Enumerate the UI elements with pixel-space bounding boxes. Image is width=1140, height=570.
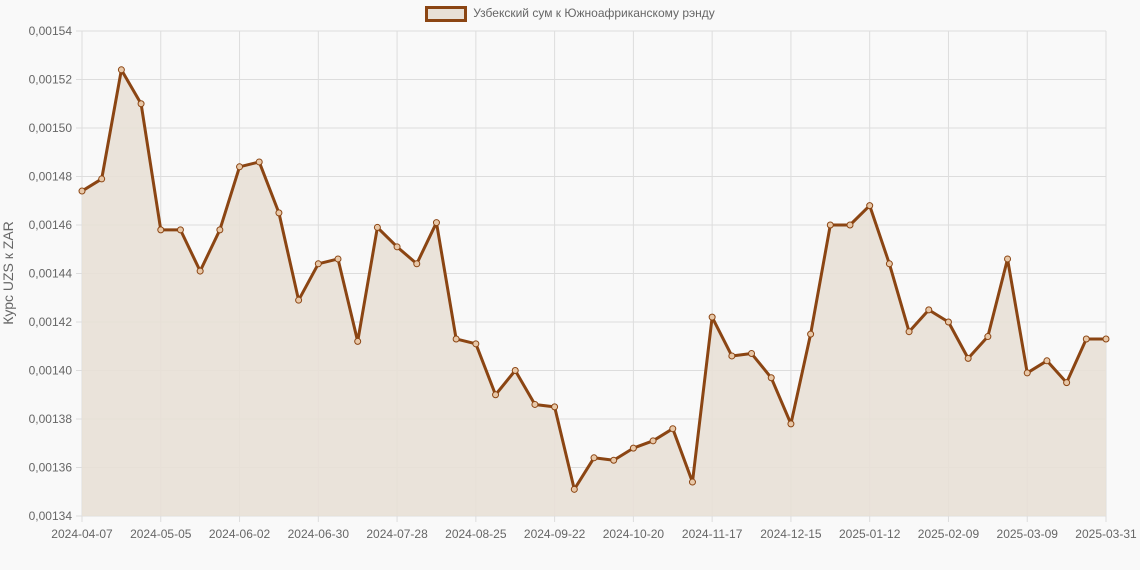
data-point [846, 221, 854, 229]
x-tick-label: 2025-02-09 [918, 527, 980, 541]
x-tick-label: 2024-12-15 [760, 527, 822, 541]
y-tick-label: 0,00144 [29, 267, 73, 281]
data-point [413, 260, 421, 268]
y-axis-label: Курс UZS к ZAR [0, 221, 16, 325]
data-point [610, 456, 618, 464]
data-point [885, 260, 893, 268]
legend-label: Узбекский сум к Южноафриканскому рэнду [473, 6, 715, 21]
data-point [78, 187, 86, 195]
y-tick-label: 0,00142 [29, 315, 73, 329]
data-point [393, 243, 401, 251]
x-tick-label: 2024-09-22 [524, 527, 586, 541]
y-tick-label: 0,00136 [29, 461, 73, 475]
x-tick-label: 2024-08-25 [445, 527, 507, 541]
data-point [492, 391, 500, 399]
x-tick-label: 2024-05-05 [130, 527, 192, 541]
data-point [314, 260, 322, 268]
data-point [551, 403, 559, 411]
data-point [807, 330, 815, 338]
x-tick-label: 2024-06-30 [288, 527, 350, 541]
data-point [570, 485, 578, 493]
data-point [984, 333, 992, 341]
data-point [295, 296, 303, 304]
data-point [117, 66, 125, 74]
data-point [787, 420, 795, 428]
y-tick-label: 0,00148 [29, 170, 73, 184]
x-tick-label: 2025-03-31 [1075, 527, 1137, 541]
data-point [216, 226, 224, 234]
x-tick-label: 2024-07-28 [366, 527, 428, 541]
data-point [373, 223, 381, 231]
data-point [275, 209, 283, 217]
data-point [767, 374, 775, 382]
data-point [748, 350, 756, 358]
data-point [688, 478, 696, 486]
x-tick-label: 2024-11-17 [682, 527, 743, 541]
y-tick-label: 0,00138 [29, 412, 73, 426]
data-point [472, 340, 480, 348]
data-point [354, 337, 362, 345]
y-tick-label: 0,00152 [29, 73, 73, 87]
data-point [137, 100, 145, 108]
data-point [629, 444, 637, 452]
data-point [1004, 255, 1012, 263]
x-tick-label: 2025-03-09 [997, 527, 1059, 541]
data-point [157, 226, 165, 234]
x-tick-label: 2024-06-02 [209, 527, 271, 541]
data-point [728, 352, 736, 360]
data-point [964, 354, 972, 362]
data-point [1043, 357, 1051, 365]
data-point [196, 267, 204, 275]
x-tick-label: 2024-04-07 [51, 527, 113, 541]
data-point [944, 318, 952, 326]
data-point [649, 437, 657, 445]
data-point [432, 219, 440, 227]
data-point [531, 400, 539, 408]
data-point [590, 454, 598, 462]
data-point [1023, 369, 1031, 377]
area-fill [82, 69, 1106, 517]
y-tick-label: 0,00140 [29, 364, 73, 378]
data-point [925, 306, 933, 314]
y-tick-label: 0,00146 [29, 218, 73, 232]
data-point [1102, 335, 1110, 343]
data-point [905, 328, 913, 336]
y-tick-label: 0,00154 [29, 24, 73, 38]
data-point [511, 367, 519, 374]
y-tick-label: 0,00134 [29, 509, 73, 523]
data-point [236, 163, 244, 171]
data-point [1063, 379, 1071, 387]
data-point [334, 255, 342, 263]
x-tick-label: 2024-10-20 [603, 527, 665, 541]
data-point [708, 313, 716, 321]
data-point [255, 158, 263, 166]
y-tick-label: 0,00150 [29, 121, 73, 135]
x-tick-label: 2025-01-12 [839, 527, 901, 541]
data-point [866, 202, 874, 210]
data-point [826, 221, 834, 229]
data-point [98, 175, 106, 183]
data-point [669, 425, 677, 433]
data-point [1082, 335, 1090, 343]
legend[interactable]: Узбекский сум к Южноафриканскому рэнду [0, 6, 1140, 22]
legend-swatch [425, 6, 468, 22]
data-point [452, 335, 460, 343]
data-point [176, 226, 184, 234]
